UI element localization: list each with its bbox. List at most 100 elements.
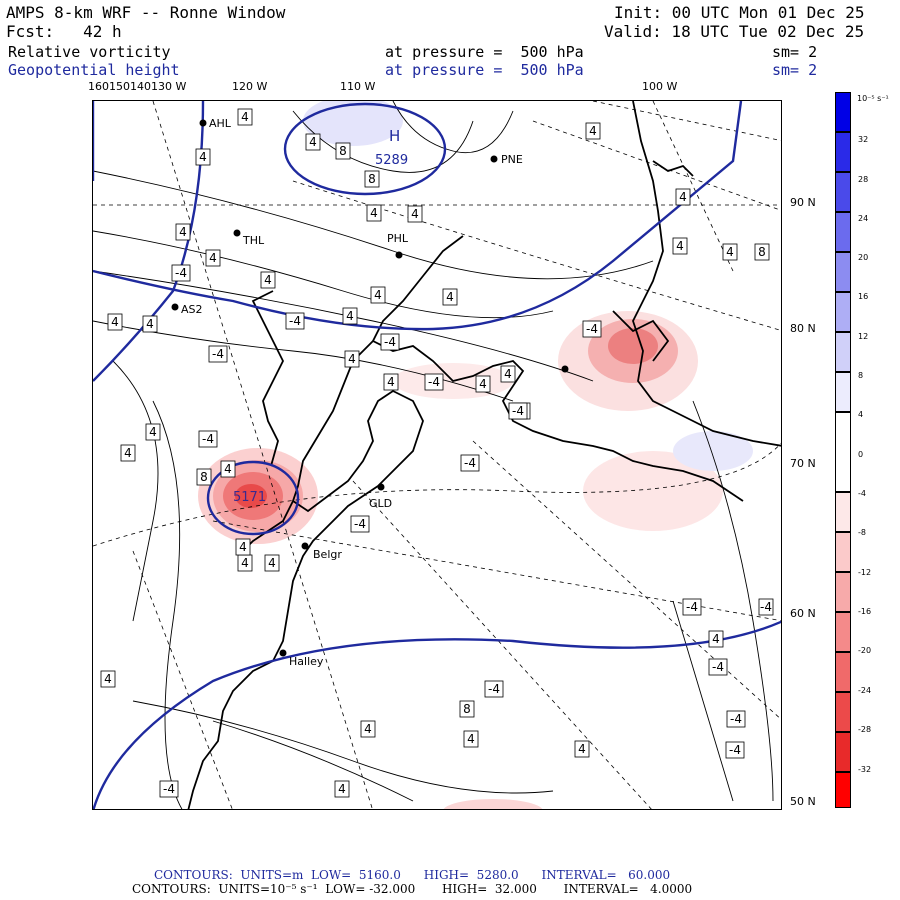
colorbar-tick: -8 [858,528,866,537]
svg-text:4: 4 [726,245,734,259]
svg-text:4: 4 [467,732,475,746]
colorbar-cell [835,92,851,132]
vort-label: 4 [235,538,251,556]
svg-text:4: 4 [111,315,119,329]
vort-label: -4 [198,430,218,448]
high-value: 5289 [375,153,408,168]
vort-label: -4 [460,454,480,472]
svg-text:4: 4 [241,110,249,124]
field2-smooth: sm= 2 [772,61,818,79]
vort-label: -4 [508,402,528,420]
colorbar-cell [835,532,851,572]
vort-label: -4 [380,333,400,351]
vort-label: -4 [285,312,305,330]
svg-text:AHL: AHL [209,117,232,130]
svg-text:-4: -4 [712,660,724,674]
vort-label: -4 [350,515,370,533]
svg-text:4: 4 [374,288,382,302]
vort-label: 4 [672,237,688,255]
vort-label: -4 [208,345,228,363]
vort-label: -4 [171,264,191,282]
colorbar-tick: 32 [858,135,869,144]
svg-text:-4: -4 [384,335,396,349]
colorbar-tick: -12 [858,568,872,577]
vort-label: -4 [725,741,745,759]
svg-text:PHL: PHL [387,232,409,245]
map-title: AMPS 8-km WRF -- Ronne Window [6,3,286,22]
svg-text:4: 4 [268,556,276,570]
station-thl: THL [233,229,265,247]
lon-label: 160150140130 W [88,80,187,93]
vort-label: 4 [344,350,360,368]
vort-label: 8 [364,170,380,188]
svg-text:4: 4 [679,190,687,204]
svg-text:4: 4 [411,207,419,221]
colorbar-cell [835,612,851,652]
colorbar-cell [835,252,851,292]
station-gld: GLD [369,483,392,510]
colorbar-cell [835,572,851,612]
vort-label: 4 [120,444,136,462]
svg-text:4: 4 [146,317,154,331]
vort-label: -4 [758,598,774,616]
svg-text:4: 4 [479,377,487,391]
vort-label: 4 [500,365,516,383]
vort-label: -4 [484,680,504,698]
colorbar-cell [835,652,851,692]
svg-text:GLD: GLD [369,497,392,510]
vort-label: 4 [305,133,321,151]
map-panel: 4 4 4 8 8 4 4 4 -4 4 4 4 4 -4 4 -4 4 4 4… [92,100,782,810]
vorticity-contour-info: CONTOURS: UNITS=10⁻⁵ s⁻¹ LOW= -32.000 HI… [132,882,693,896]
station-pne: PNE [490,153,523,166]
vort-label: -4 [682,598,702,616]
vort-label: 4 [107,313,123,331]
svg-text:4: 4 [446,290,454,304]
colorbar-tick: 0 [858,450,864,459]
vort-label: 4 [442,288,458,306]
svg-text:Halley: Halley [289,655,324,668]
stations: AHL PNE THL PHL AS2 GLD Belgr Halley [171,117,569,668]
colorbar-cell [835,132,851,172]
colorbar-cell [835,692,851,732]
vort-label: -4 [582,320,602,338]
svg-text:8: 8 [368,172,376,186]
station-as2: AS2 [171,303,203,316]
svg-text:-4: -4 [686,600,698,614]
svg-text:-4: -4 [202,432,214,446]
colorbar-cell [835,412,851,492]
height-labels: H 5289 5171 [233,127,408,505]
station-belgr: Belgr [301,542,342,561]
colorbar-cell [835,292,851,332]
vort-label: 4 [407,205,423,223]
vort-label: 4 [100,670,116,688]
colorbar-cell [835,332,851,372]
vort-label: 4 [370,286,386,304]
valid-time: Valid: 18 UTC Tue 02 Dec 25 [604,22,865,41]
vort-label: 4 [220,460,236,478]
svg-text:-4: -4 [729,743,741,757]
vort-label: -4 [424,373,444,391]
lon-label: 110 W [340,80,376,93]
colorbar-tick: -16 [858,607,872,616]
svg-text:-4: -4 [730,712,742,726]
vort-label: 4 [475,375,491,393]
svg-text:-4: -4 [212,347,224,361]
vort-label: 4 [722,243,738,261]
svg-text:-4: -4 [464,456,476,470]
svg-text:4: 4 [712,632,720,646]
map-svg: 4 4 4 8 8 4 4 4 -4 4 4 4 4 -4 4 -4 4 4 4… [93,101,781,809]
svg-text:4: 4 [676,239,684,253]
svg-text:4: 4 [370,206,378,220]
svg-text:PNE: PNE [501,153,523,166]
vort-label: 4 [205,249,221,267]
svg-text:8: 8 [758,245,766,259]
forecast-hour: Fcst: 42 h [6,22,122,41]
colorbar-tick: -4 [858,489,866,498]
init-time: Init: 00 UTC Mon 01 Dec 25 [614,3,865,22]
colorbar-cell [835,772,851,808]
station-unnamed [561,365,569,373]
svg-text:-4: -4 [428,375,440,389]
svg-text:-4: -4 [354,517,366,531]
vort-label: 4 [334,780,350,798]
svg-text:4: 4 [104,672,112,686]
